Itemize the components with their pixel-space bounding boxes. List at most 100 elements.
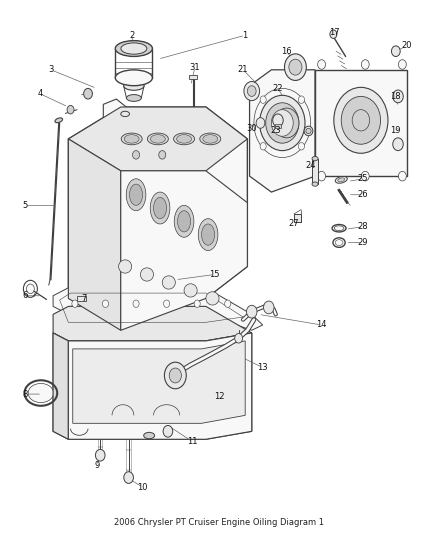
Text: 24: 24 xyxy=(305,161,316,170)
Circle shape xyxy=(399,171,406,181)
Bar xyxy=(77,296,86,301)
Text: 2: 2 xyxy=(129,31,134,40)
Circle shape xyxy=(289,59,302,75)
Circle shape xyxy=(84,88,92,99)
Circle shape xyxy=(361,171,369,181)
Circle shape xyxy=(260,142,266,150)
Ellipse shape xyxy=(174,205,194,237)
Polygon shape xyxy=(68,107,247,171)
Circle shape xyxy=(244,82,260,101)
Ellipse shape xyxy=(203,135,218,143)
Bar xyxy=(189,75,197,79)
Ellipse shape xyxy=(312,182,318,186)
Text: 9: 9 xyxy=(94,462,99,470)
Text: 7: 7 xyxy=(81,294,86,303)
Circle shape xyxy=(164,362,186,389)
Text: 23: 23 xyxy=(270,126,281,135)
Ellipse shape xyxy=(144,432,155,439)
Circle shape xyxy=(169,368,181,383)
Text: 25: 25 xyxy=(358,174,368,183)
Circle shape xyxy=(298,142,304,150)
Circle shape xyxy=(393,90,403,103)
Text: 20: 20 xyxy=(402,42,412,51)
Text: 31: 31 xyxy=(190,63,200,71)
Text: 4: 4 xyxy=(37,89,42,98)
Text: 17: 17 xyxy=(329,28,340,37)
Text: 12: 12 xyxy=(214,392,224,401)
Circle shape xyxy=(266,103,299,143)
Circle shape xyxy=(276,115,289,131)
Ellipse shape xyxy=(312,157,318,161)
Ellipse shape xyxy=(119,260,132,273)
Circle shape xyxy=(399,60,406,69)
Circle shape xyxy=(133,151,140,159)
Ellipse shape xyxy=(121,111,130,117)
Polygon shape xyxy=(68,107,247,298)
Ellipse shape xyxy=(121,133,142,145)
Circle shape xyxy=(393,138,403,151)
Text: 1: 1 xyxy=(243,31,248,40)
Text: 27: 27 xyxy=(288,220,299,229)
Circle shape xyxy=(163,425,173,437)
Circle shape xyxy=(352,110,370,131)
Polygon shape xyxy=(121,171,247,330)
Circle shape xyxy=(318,60,325,69)
Circle shape xyxy=(102,300,109,308)
Circle shape xyxy=(67,106,74,114)
Circle shape xyxy=(235,334,243,343)
Ellipse shape xyxy=(115,70,152,86)
Circle shape xyxy=(285,54,306,80)
Bar xyxy=(276,124,281,128)
Polygon shape xyxy=(73,341,245,423)
Circle shape xyxy=(334,87,388,154)
Text: 16: 16 xyxy=(281,47,292,55)
Ellipse shape xyxy=(127,94,141,101)
Circle shape xyxy=(298,96,304,103)
Ellipse shape xyxy=(153,197,166,219)
Circle shape xyxy=(225,300,231,308)
Polygon shape xyxy=(68,333,252,439)
Ellipse shape xyxy=(126,179,146,211)
Text: 2006 Chrysler PT Cruiser Engine Oiling Diagram 1: 2006 Chrysler PT Cruiser Engine Oiling D… xyxy=(114,518,324,527)
Polygon shape xyxy=(53,333,252,439)
Polygon shape xyxy=(53,288,263,330)
Text: 8: 8 xyxy=(22,390,28,399)
Ellipse shape xyxy=(162,276,175,289)
Text: 14: 14 xyxy=(316,320,327,329)
Text: 11: 11 xyxy=(187,438,198,447)
Circle shape xyxy=(256,118,265,128)
Circle shape xyxy=(133,300,139,308)
Ellipse shape xyxy=(173,133,194,145)
Text: 15: 15 xyxy=(209,270,220,279)
Text: 21: 21 xyxy=(238,66,248,74)
Circle shape xyxy=(330,30,337,38)
Bar xyxy=(312,159,318,184)
Polygon shape xyxy=(53,306,252,341)
Bar xyxy=(294,214,301,222)
Circle shape xyxy=(392,46,400,56)
Ellipse shape xyxy=(141,268,153,281)
Ellipse shape xyxy=(124,135,139,143)
Circle shape xyxy=(194,300,200,308)
Polygon shape xyxy=(103,99,130,126)
Circle shape xyxy=(260,95,305,151)
Polygon shape xyxy=(68,139,121,330)
Circle shape xyxy=(72,300,78,308)
Text: 22: 22 xyxy=(273,84,283,93)
Circle shape xyxy=(95,449,105,461)
Ellipse shape xyxy=(177,135,191,143)
Text: 5: 5 xyxy=(22,201,27,210)
Ellipse shape xyxy=(334,226,344,231)
Text: 28: 28 xyxy=(358,222,368,231)
Polygon shape xyxy=(250,70,315,192)
Circle shape xyxy=(264,301,274,314)
Ellipse shape xyxy=(206,292,219,305)
Ellipse shape xyxy=(150,135,165,143)
Circle shape xyxy=(260,96,266,103)
Circle shape xyxy=(26,284,34,294)
Ellipse shape xyxy=(55,118,63,123)
Circle shape xyxy=(361,60,369,69)
Text: 10: 10 xyxy=(138,482,148,491)
Circle shape xyxy=(341,96,381,144)
Ellipse shape xyxy=(201,224,215,245)
